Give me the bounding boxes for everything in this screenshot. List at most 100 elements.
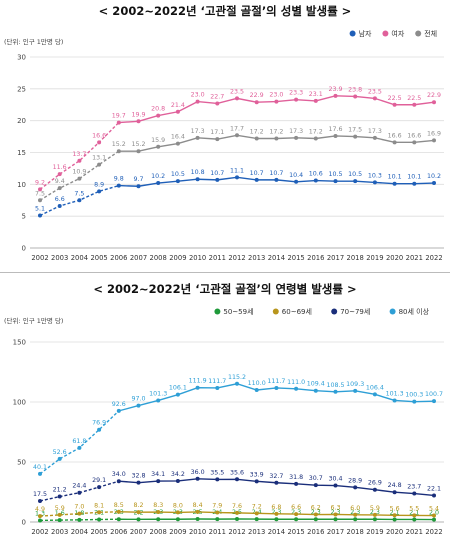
data-label: 17.7 bbox=[230, 125, 244, 132]
data-point bbox=[195, 99, 200, 104]
x-tick-label: 2018 bbox=[347, 254, 364, 262]
x-tick-label: 2010 bbox=[189, 528, 206, 536]
data-point bbox=[38, 187, 42, 192]
data-label: 16.9 bbox=[427, 130, 441, 137]
data-point bbox=[97, 189, 102, 194]
x-tick-label: 2002 bbox=[31, 254, 48, 262]
data-point bbox=[353, 179, 358, 184]
x-tick-label: 2019 bbox=[366, 528, 383, 536]
data-point bbox=[254, 517, 259, 522]
data-point bbox=[77, 176, 82, 181]
data-label: 111.7 bbox=[267, 378, 285, 385]
data-point bbox=[116, 183, 121, 188]
data-point bbox=[77, 511, 82, 516]
legend-label: 80세 이상 bbox=[399, 307, 430, 316]
data-label: 24.8 bbox=[388, 482, 402, 489]
data-label: 34.0 bbox=[112, 471, 126, 478]
data-label: 16.6 bbox=[388, 132, 402, 139]
data-label: 100.3 bbox=[405, 392, 423, 399]
data-point bbox=[235, 96, 239, 101]
y-tick-label: 15 bbox=[17, 149, 26, 157]
y-tick-label: 100 bbox=[13, 399, 26, 407]
data-point bbox=[372, 512, 377, 517]
data-label: 10.5 bbox=[171, 171, 185, 178]
data-point bbox=[432, 399, 436, 404]
data-point bbox=[372, 180, 377, 185]
x-tick-label: 2011 bbox=[209, 254, 226, 262]
data-label: 10.4 bbox=[289, 172, 303, 179]
x-tick-label: 2003 bbox=[51, 254, 68, 262]
data-point bbox=[313, 483, 318, 488]
data-point bbox=[372, 392, 377, 397]
data-point bbox=[372, 517, 377, 522]
data-label: 52.6 bbox=[53, 449, 67, 456]
data-label: 22.9 bbox=[250, 92, 264, 99]
data-point bbox=[156, 517, 161, 522]
data-point bbox=[313, 512, 318, 517]
data-label: 19.7 bbox=[112, 113, 126, 120]
x-tick-label: 2022 bbox=[425, 254, 442, 262]
data-point bbox=[175, 179, 180, 184]
data-point bbox=[254, 511, 259, 516]
data-point bbox=[215, 101, 220, 106]
data-label: 5.1 bbox=[35, 206, 45, 213]
data-label: 7.5 bbox=[35, 190, 45, 197]
data-point bbox=[392, 513, 397, 518]
data-point bbox=[195, 517, 200, 521]
y-tick-label: 0 bbox=[22, 245, 26, 253]
data-point bbox=[372, 135, 377, 140]
x-tick-label: 2007 bbox=[130, 528, 147, 536]
data-label: 109.4 bbox=[307, 381, 325, 388]
data-label: 109.3 bbox=[346, 381, 364, 388]
data-label: 34.1 bbox=[151, 471, 165, 478]
data-point bbox=[412, 140, 417, 145]
data-label: 111.0 bbox=[287, 379, 305, 386]
data-label: 17.2 bbox=[250, 128, 264, 135]
data-point bbox=[97, 427, 102, 432]
data-label: 22.5 bbox=[388, 95, 402, 102]
data-label: 17.5 bbox=[33, 491, 47, 498]
x-tick-label: 2012 bbox=[228, 254, 245, 262]
data-label: 106.1 bbox=[169, 385, 187, 392]
data-label: 7.6 bbox=[232, 503, 242, 510]
data-point bbox=[175, 510, 180, 515]
data-label: 23.1 bbox=[309, 91, 323, 98]
x-tick-label: 2003 bbox=[51, 528, 68, 536]
data-point bbox=[77, 445, 82, 450]
chart2-title: < 2002~2022년 ‘고관절 골절’의 연령별 발생률 > bbox=[93, 282, 357, 296]
data-label: 9.2 bbox=[35, 179, 45, 186]
data-point bbox=[57, 456, 62, 461]
data-point bbox=[333, 512, 338, 517]
data-point bbox=[392, 398, 397, 403]
data-point bbox=[97, 485, 102, 490]
data-point bbox=[274, 136, 279, 141]
data-point bbox=[235, 510, 239, 515]
series-line-dashed bbox=[39, 511, 119, 517]
data-label: 10.3 bbox=[368, 172, 382, 179]
legend-label: 전체 bbox=[424, 29, 437, 38]
data-point bbox=[215, 510, 220, 515]
legend-label: 70~79세 bbox=[340, 307, 370, 316]
data-label: 13.7 bbox=[72, 151, 86, 158]
data-label: 16.6 bbox=[92, 132, 106, 139]
data-point bbox=[313, 98, 318, 103]
data-point bbox=[432, 493, 436, 498]
data-point bbox=[156, 113, 161, 118]
data-label: 7.5 bbox=[74, 190, 84, 197]
data-label: 23.0 bbox=[269, 92, 283, 99]
data-point bbox=[175, 517, 180, 522]
data-point bbox=[294, 135, 299, 140]
legend-marker bbox=[331, 308, 338, 315]
data-point bbox=[392, 490, 397, 495]
data-point bbox=[156, 479, 161, 484]
data-label: 6.0 bbox=[350, 505, 360, 512]
data-label: 8.5 bbox=[114, 502, 124, 509]
data-point bbox=[38, 499, 42, 503]
data-label: 61.8 bbox=[72, 438, 86, 445]
data-label: 9.8 bbox=[114, 176, 124, 183]
data-point bbox=[57, 172, 62, 177]
data-point bbox=[254, 100, 259, 105]
data-point bbox=[116, 509, 121, 514]
data-point bbox=[38, 514, 42, 519]
data-point bbox=[294, 179, 299, 184]
